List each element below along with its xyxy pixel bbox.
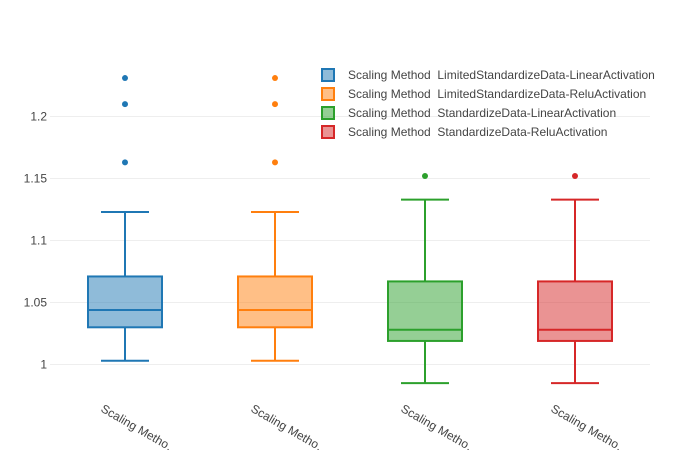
legend-label: Scaling Method StandardizeData-ReluActiv…: [348, 125, 607, 139]
y-tick-label: 1: [40, 358, 47, 372]
outlier-point: [572, 173, 578, 180]
outlier-point: [122, 75, 128, 82]
box-series: [537, 173, 613, 385]
legend[interactable]: Scaling Method LimitedStandardizeData-Li…: [321, 68, 655, 139]
legend-item[interactable]: Scaling Method StandardizeData-ReluActiv…: [321, 125, 607, 139]
iqr-box: [87, 275, 163, 329]
y-tick-label: 1.1: [30, 234, 47, 248]
y-tick-label: 1.05: [24, 296, 48, 310]
outlier-point: [122, 159, 128, 166]
iqr-box: [537, 280, 613, 342]
y-tick-label: 1.15: [24, 172, 48, 186]
outlier-point: [272, 101, 278, 108]
iqr-box: [387, 280, 463, 342]
outlier-point: [422, 173, 428, 180]
iqr-box: [237, 275, 313, 329]
outlier-point: [272, 75, 278, 82]
legend-swatch: [321, 106, 335, 120]
box-series: [387, 173, 463, 385]
y-tick-label: 1.2: [30, 110, 47, 124]
outlier-point: [122, 101, 128, 108]
legend-item[interactable]: Scaling Method LimitedStandardizeData-Re…: [321, 87, 646, 101]
box-series: [237, 75, 313, 362]
legend-swatch: [321, 87, 335, 101]
legend-label: Scaling Method LimitedStandardizeData-Re…: [348, 87, 646, 101]
legend-item[interactable]: Scaling Method LimitedStandardizeData-Li…: [321, 68, 655, 82]
legend-swatch: [321, 68, 335, 82]
legend-label: Scaling Method StandardizeData-LinearAct…: [348, 106, 616, 120]
y-axis: 1 1.05 1.1 1.15 1.2: [24, 110, 48, 372]
legend-item[interactable]: Scaling Method StandardizeData-LinearAct…: [321, 106, 616, 120]
box-series: [87, 75, 163, 362]
legend-swatch: [321, 125, 335, 139]
box-series-group: [87, 75, 613, 385]
legend-label: Scaling Method LimitedStandardizeData-Li…: [348, 68, 655, 82]
outlier-point: [272, 159, 278, 166]
